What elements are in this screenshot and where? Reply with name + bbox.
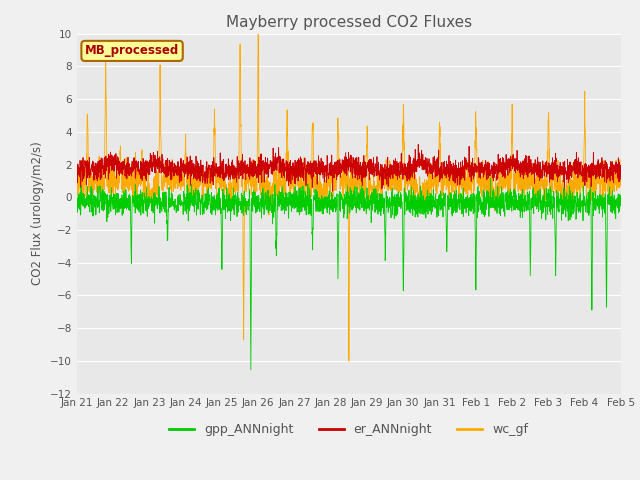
Title: Mayberry processed CO2 Fluxes: Mayberry processed CO2 Fluxes: [226, 15, 472, 30]
Text: MB_processed: MB_processed: [85, 44, 179, 58]
Y-axis label: CO2 Flux (urology/m2/s): CO2 Flux (urology/m2/s): [31, 142, 44, 286]
Legend: gpp_ANNnight, er_ANNnight, wc_gf: gpp_ANNnight, er_ANNnight, wc_gf: [164, 419, 533, 441]
